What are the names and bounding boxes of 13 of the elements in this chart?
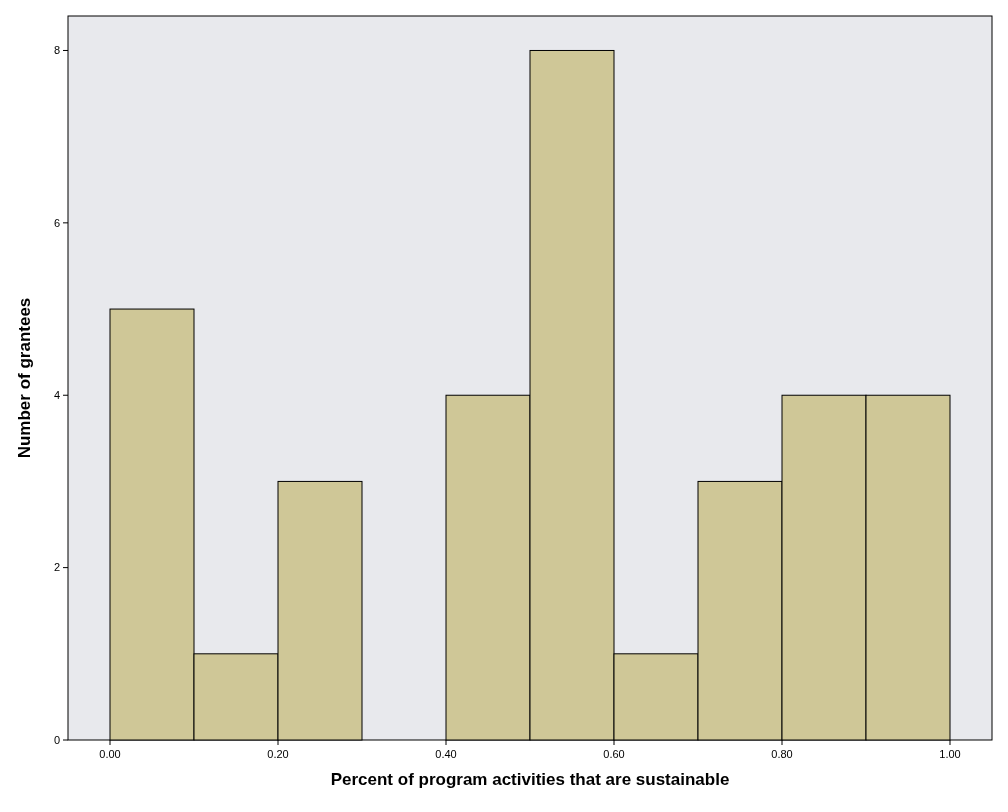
y-tick-label: 2 [53, 561, 60, 574]
y-tick-label: 4 [53, 389, 60, 402]
y-tick-label: 8 [53, 44, 60, 57]
x-tick-label: 0.60 [603, 748, 625, 760]
y-tick-label: 0 [53, 733, 60, 746]
x-tick-label: 0.00 [99, 748, 121, 760]
x-tick-label: 0.40 [435, 748, 457, 760]
x-tick-label: 0.80 [771, 748, 793, 760]
x-tick-label: 0.20 [267, 748, 289, 760]
y-axis-title: Number of grantees [15, 297, 34, 459]
x-tick-label: 1.00 [939, 748, 961, 760]
x-axis-title: Percent of program activities that are sustainable [330, 770, 730, 789]
y-tick-label: 6 [53, 216, 60, 229]
